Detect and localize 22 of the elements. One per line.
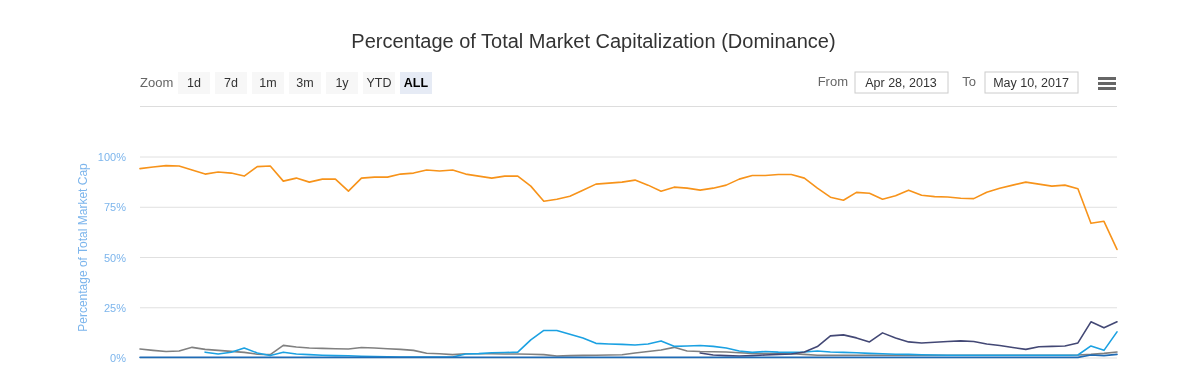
line-series	[204, 329, 1118, 358]
text: 1y	[335, 76, 350, 90]
text: May 10, 2017	[993, 76, 1069, 90]
text: 7d	[224, 76, 238, 90]
text: YTD	[366, 76, 392, 90]
line-series	[139, 164, 1118, 251]
text: 1m	[259, 76, 277, 90]
y-tick-label: 0%	[110, 352, 127, 364]
text: ALL	[403, 76, 429, 90]
text: Zoom	[140, 75, 174, 90]
text: To	[962, 74, 976, 89]
y-tick-label: 75%	[103, 201, 127, 214]
y-tick-label: 25%	[103, 301, 127, 314]
text: 3m	[296, 76, 314, 90]
text: 1d	[187, 76, 201, 90]
text: From	[817, 74, 848, 89]
y-tick-label: 50%	[103, 251, 127, 264]
y-axis-title: Percentage of Total Market Cap	[76, 162, 90, 332]
text: Apr 28, 2013	[865, 76, 937, 90]
chart-title: Percentage of Total Market Capitalization (Dominance)	[351, 30, 836, 52]
line-series	[699, 321, 1118, 357]
y-tick-label: 100%	[97, 151, 127, 163]
